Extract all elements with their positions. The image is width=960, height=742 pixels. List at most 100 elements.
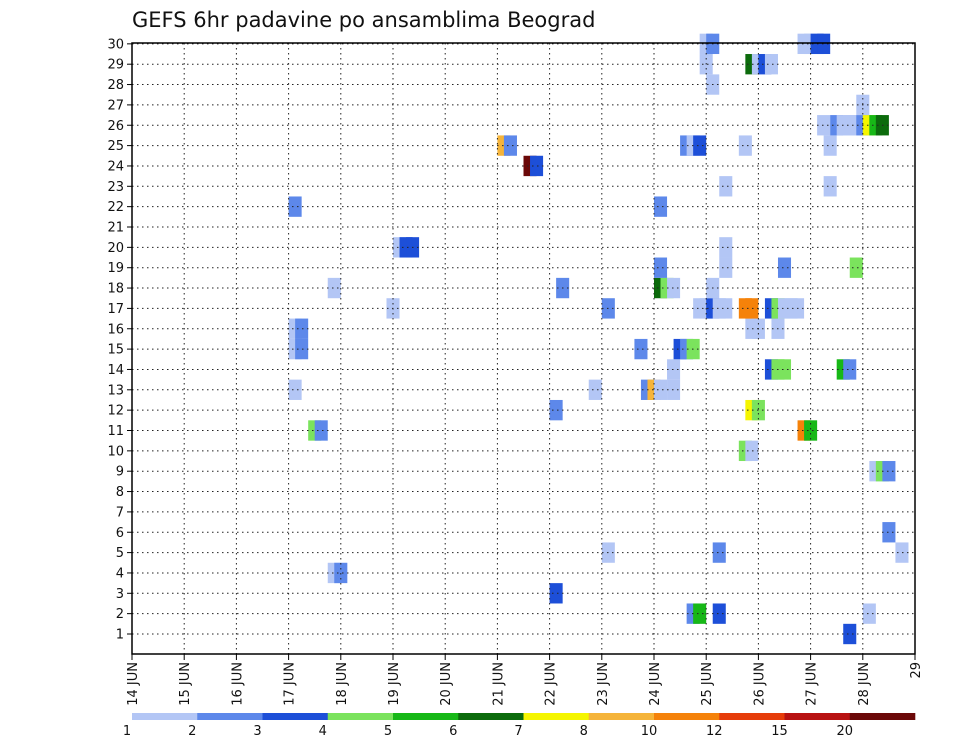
legend: 1 2 3 4 5 6 7 8 10 12 15 20 — [123, 713, 916, 739]
cell-member-19 — [654, 257, 668, 278]
y-tick-label: 6 — [116, 526, 124, 541]
cell-member-24 — [530, 155, 544, 177]
y-tick-label: 16 — [107, 322, 124, 337]
cell-member-3 — [549, 583, 563, 604]
cell-member-30 — [817, 33, 831, 55]
y-tick-label: 19 — [107, 261, 124, 276]
y-axis: 1234567891011121314151617181920212223242… — [107, 37, 132, 643]
y-tick-label: 9 — [116, 465, 124, 480]
y-tick-label: 4 — [116, 566, 124, 581]
y-tick-label: 5 — [116, 546, 124, 561]
y-tick-label: 21 — [107, 221, 124, 236]
legend-label: 7 — [514, 724, 522, 739]
cell-member-22 — [654, 196, 668, 217]
legend-label: 20 — [836, 724, 853, 739]
cell-member-25 — [693, 135, 707, 156]
cell-member-6 — [882, 522, 896, 543]
legend-swatch — [654, 713, 720, 720]
cell-member-16 — [295, 318, 309, 339]
x-tick-label: 21 JUN — [491, 662, 506, 706]
cell-member-26 — [817, 115, 831, 136]
cell-member-20 — [719, 237, 733, 258]
chart-title: GEFS 6hr padavine po ansamblima Beograd — [132, 8, 595, 32]
y-tick-label: 2 — [116, 607, 124, 622]
cell-member-29 — [764, 54, 778, 75]
cell-member-17 — [745, 298, 759, 319]
cell-member-22 — [288, 196, 302, 217]
cell-member-13 — [654, 379, 668, 400]
y-tick-label: 11 — [107, 424, 124, 439]
cell-member-19 — [719, 257, 733, 278]
legend-swatch — [132, 713, 198, 720]
cell-member-13 — [588, 379, 602, 400]
y-tick-label: 26 — [107, 119, 124, 134]
legend-swatch — [327, 713, 394, 720]
y-tick-label: 1 — [116, 628, 124, 643]
legend-swatch — [523, 713, 590, 720]
y-tick-label: 29 — [107, 58, 124, 73]
legend-label: 8 — [580, 724, 588, 739]
grid — [132, 43, 915, 654]
cell-member-11 — [314, 420, 328, 441]
x-tick-label: 23 JUN — [596, 662, 611, 706]
cell-member-4 — [334, 562, 348, 584]
y-tick-label: 30 — [107, 37, 124, 52]
x-tick-label: 26 JUN — [752, 662, 767, 706]
y-tick-label: 25 — [107, 139, 124, 154]
x-axis: 14 JUN 15 JUN 16 JUN 17 JUN 18 JUN 19 JUN 20 J… — [126, 654, 924, 706]
y-tick-label: 23 — [107, 180, 124, 195]
y-tick-label: 7 — [116, 505, 124, 520]
y-tick-label: 15 — [107, 343, 124, 358]
cell-member-12 — [549, 399, 563, 421]
legend-label: 12 — [706, 724, 723, 739]
cell-member-23 — [823, 176, 837, 197]
cell-member-14 — [777, 359, 792, 380]
x-tick-label: 28 JUN — [857, 662, 872, 706]
y-tick-label: 22 — [107, 200, 124, 215]
legend-label: 6 — [449, 724, 457, 739]
cell-member-15 — [295, 338, 309, 360]
cell-member-2 — [862, 603, 876, 624]
y-tick-label: 8 — [116, 485, 124, 500]
cell-member-13 — [288, 379, 302, 400]
x-tick-label: 22 JUN — [544, 662, 559, 706]
x-tick-label: 16 JUN — [230, 662, 245, 706]
cell-member-25 — [503, 135, 517, 156]
y-tick-label: 24 — [107, 159, 124, 174]
cell-member-13 — [667, 379, 681, 400]
cell-member-14 — [667, 359, 681, 380]
x-tick-label: 17 JUN — [283, 662, 298, 706]
cell-member-14 — [843, 359, 857, 380]
cell-member-15 — [634, 338, 648, 360]
y-tick-label: 14 — [107, 363, 124, 378]
cell-member-23 — [719, 176, 733, 197]
y-tick-label: 12 — [107, 404, 124, 419]
y-tick-label: 28 — [107, 78, 124, 93]
cell-member-18 — [667, 277, 681, 299]
cell-member-10 — [745, 440, 759, 462]
cell-member-17 — [719, 298, 733, 319]
cells-layer — [288, 33, 909, 645]
y-tick-label: 20 — [107, 241, 124, 256]
x-tick-label: 19 JUN — [387, 662, 402, 706]
x-tick-label: 25 JUN — [700, 662, 715, 706]
legend-swatch — [262, 713, 329, 720]
legend-label: 10 — [641, 724, 658, 739]
x-tick-label: 18 JUN — [335, 662, 350, 706]
cell-member-11 — [804, 420, 818, 441]
cell-member-25 — [823, 135, 837, 156]
legend-label: 15 — [771, 724, 788, 739]
legend-label: 4 — [319, 724, 327, 739]
x-tick-label: 29 — [909, 662, 924, 679]
cell-member-2 — [693, 603, 707, 624]
x-tick-label: 24 JUN — [648, 662, 663, 706]
cell-member-9 — [882, 461, 896, 482]
y-tick-label: 13 — [107, 383, 124, 398]
y-tick-label: 17 — [107, 302, 124, 317]
legend-swatch — [588, 713, 655, 720]
x-tick-label: 20 JUN — [439, 662, 454, 706]
x-tick-label: 14 JUN — [126, 662, 141, 706]
legend-label: 5 — [384, 724, 392, 739]
legend-swatch — [849, 713, 916, 720]
